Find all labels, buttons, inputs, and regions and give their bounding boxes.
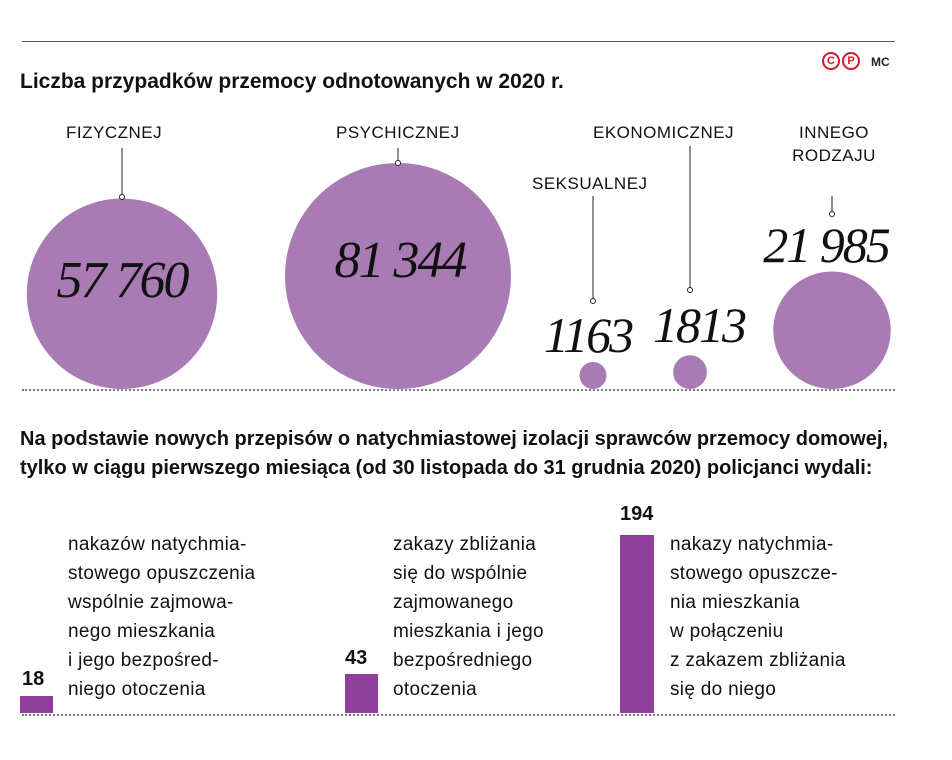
bubble-value-seksualnej: 1163 xyxy=(544,307,633,363)
bubble-value-fizycznej: 57 760 xyxy=(57,252,190,309)
leader-dot-innego xyxy=(829,211,835,217)
bar-value-3: 194 xyxy=(620,503,654,525)
bubble-value-innego: 21 985 xyxy=(763,217,890,273)
bubble-label-innego: INNEGO RODZAJU xyxy=(787,121,881,167)
logo-p-icon: P xyxy=(842,52,860,70)
chart-title: Liczba przypadków przemocy odnotowanych … xyxy=(20,70,564,93)
bubble-seksualnej xyxy=(579,361,607,389)
publisher-logo: C P xyxy=(822,52,860,70)
leader-dot-ekonomicznej xyxy=(687,287,693,293)
bubble-label-psychicznej: PSYCHICZNEJ xyxy=(336,123,460,142)
bar-value-2: 43 xyxy=(345,647,368,669)
bubble-value-ekonomicznej: 1813 xyxy=(653,297,746,353)
bubble-fizycznej xyxy=(26,198,218,389)
author-initials: MC xyxy=(871,55,890,69)
bubble-label-fizycznej: FIZYCZNEJ xyxy=(66,123,163,142)
bar-1 xyxy=(20,696,53,713)
leader-dot-fizycznej xyxy=(119,194,125,200)
top-rule xyxy=(22,41,895,42)
bubble-label-innego-text: INNEGO RODZAJU xyxy=(792,123,876,165)
leader-dot-psychicznej xyxy=(395,160,401,166)
bar-label-3: nakazy natychmia- stowego opuszcze- nia … xyxy=(670,534,846,700)
bubble-ekonomicznej xyxy=(673,355,707,389)
bubble-psychicznej xyxy=(285,163,511,389)
bubble-innego xyxy=(773,271,891,389)
bar-label-2: zakazy zbliżania się do wspólnie zajmowa… xyxy=(393,534,544,700)
bar-3 xyxy=(620,535,654,713)
divider-dotted xyxy=(22,389,895,391)
bubble-label-seksualnej: SEKSUALNEJ xyxy=(532,174,648,193)
bar-section-heading: Na podstawie nowych przepisów o natychmi… xyxy=(20,428,888,479)
leader-dot-seksualnej xyxy=(590,298,596,304)
bubble-label-ekonomicznej: EKONOMICZNEJ xyxy=(593,123,735,142)
bottom-dotted-rule xyxy=(22,714,895,716)
logo-c-icon: C xyxy=(822,52,840,70)
bar-value-1: 18 xyxy=(22,668,45,690)
bubble-value-psychicznej: 81 344 xyxy=(335,232,467,289)
bar-label-1: nakazów natychmia- stowego opuszczenia w… xyxy=(68,534,256,700)
bubble-chart: 57 760 81 344 1163 1813 21 985 xyxy=(26,146,892,389)
bar-2 xyxy=(345,673,378,713)
